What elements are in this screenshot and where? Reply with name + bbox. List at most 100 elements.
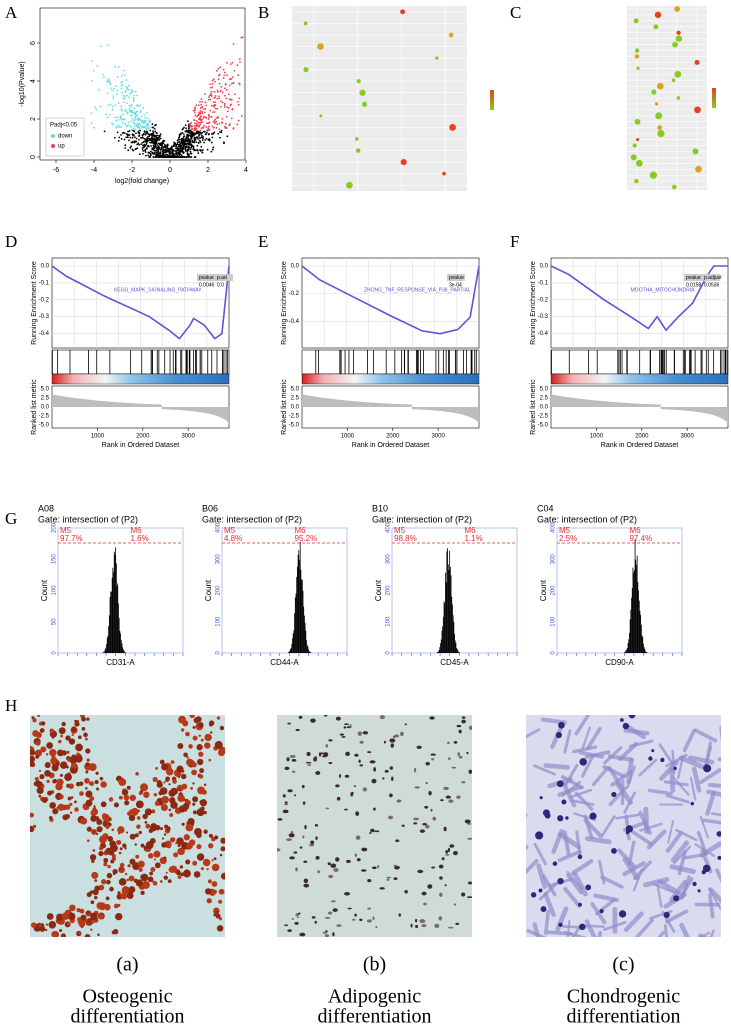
blob	[168, 783, 171, 786]
blob	[46, 913, 54, 920]
point	[139, 124, 142, 127]
dot	[653, 24, 659, 30]
point	[127, 121, 130, 124]
blob	[90, 810, 97, 817]
blob	[538, 888, 543, 893]
gate-percent: 97.4%	[630, 534, 653, 543]
point	[178, 150, 180, 153]
point	[155, 151, 158, 154]
point	[94, 106, 97, 109]
point	[216, 89, 219, 92]
blob	[204, 742, 211, 749]
point	[145, 128, 147, 130]
cell	[456, 724, 462, 728]
point	[234, 93, 236, 96]
blob	[160, 827, 164, 831]
blob	[35, 740, 41, 746]
blob	[138, 867, 143, 872]
blob	[128, 886, 136, 894]
point	[219, 66, 222, 69]
point	[147, 154, 150, 157]
cell	[468, 725, 472, 730]
point	[198, 137, 201, 139]
point	[224, 87, 226, 90]
gate-percent: 97.7%	[60, 534, 83, 543]
point	[206, 148, 209, 151]
x-tick-label: -2	[129, 167, 135, 174]
point	[223, 106, 226, 108]
blob	[161, 795, 169, 804]
blob	[160, 803, 168, 812]
blob	[89, 781, 95, 786]
point	[225, 89, 228, 91]
blob	[59, 773, 63, 777]
point	[178, 134, 181, 137]
blob	[152, 880, 156, 884]
point	[126, 136, 129, 139]
blob	[165, 871, 168, 874]
point	[115, 85, 118, 88]
point	[220, 85, 223, 88]
cell	[324, 934, 329, 937]
point	[194, 111, 196, 114]
blob	[151, 809, 156, 814]
point	[129, 146, 132, 149]
blob	[218, 899, 223, 904]
blob	[535, 831, 544, 840]
point	[134, 116, 137, 118]
dot	[448, 32, 454, 38]
point	[102, 73, 104, 76]
point	[208, 96, 210, 98]
blob	[91, 871, 99, 879]
point	[109, 103, 112, 106]
point	[152, 152, 154, 155]
point	[214, 101, 217, 104]
point	[136, 143, 139, 146]
blob	[173, 852, 179, 858]
blob	[220, 872, 225, 880]
x-axis-label: Rank in Ordered Dataset	[601, 442, 678, 449]
blob	[81, 716, 87, 722]
point	[146, 129, 148, 132]
point	[201, 106, 203, 109]
y-tick-label: 0.0	[540, 264, 549, 270]
blob	[85, 799, 93, 807]
blob	[48, 815, 53, 820]
blob	[78, 735, 82, 740]
point	[141, 148, 144, 150]
point	[169, 154, 171, 157]
point	[207, 129, 210, 132]
blob	[84, 737, 88, 741]
cell	[419, 829, 426, 833]
cell	[359, 918, 363, 921]
point	[173, 144, 175, 147]
cell	[466, 751, 469, 755]
blob	[119, 867, 122, 870]
table-cell	[447, 274, 465, 281]
point	[105, 113, 107, 116]
point	[148, 139, 150, 142]
blob	[558, 922, 563, 927]
blob	[126, 785, 131, 790]
point	[232, 43, 235, 46]
point	[182, 133, 185, 135]
point	[139, 104, 141, 106]
cell	[314, 920, 317, 924]
blob	[673, 766, 677, 771]
fiber	[590, 902, 607, 925]
point	[196, 130, 199, 133]
point	[135, 124, 138, 126]
blob	[167, 879, 172, 884]
point	[172, 152, 175, 155]
point	[169, 156, 172, 158]
blob	[186, 842, 193, 850]
point	[182, 146, 184, 149]
point	[135, 94, 138, 97]
point	[132, 97, 135, 100]
point	[114, 116, 116, 119]
blob	[205, 888, 212, 895]
point	[209, 83, 211, 85]
cell	[377, 864, 380, 869]
point	[118, 136, 121, 139]
point	[193, 132, 196, 135]
